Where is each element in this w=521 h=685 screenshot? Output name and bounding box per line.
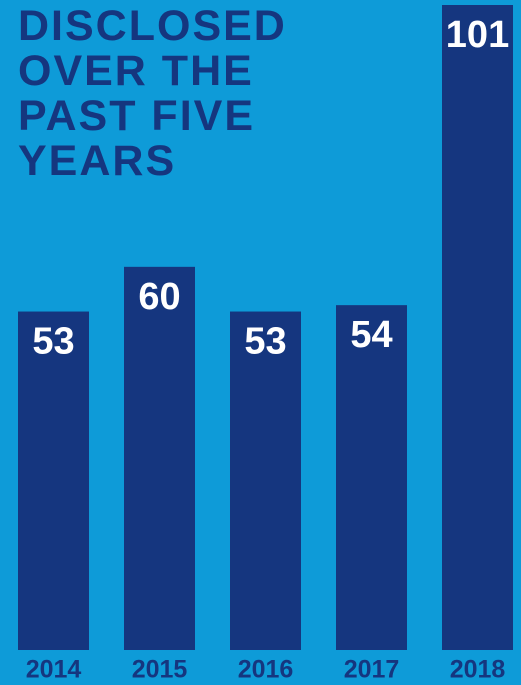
bar (442, 5, 513, 650)
bar (18, 311, 89, 650)
x-tick-label: 2017 (344, 656, 400, 684)
value-label: 54 (350, 314, 392, 356)
value-label: 60 (138, 276, 180, 318)
value-label: 53 (244, 321, 286, 363)
bar (124, 266, 195, 650)
value-label: 101 (446, 14, 509, 56)
x-tick-label: 2015 (132, 656, 188, 684)
bar (336, 305, 407, 650)
bar (230, 311, 301, 650)
x-tick-label: 2018 (450, 656, 506, 684)
x-tick-label: 2016 (238, 656, 294, 684)
value-label: 53 (32, 321, 74, 363)
chart-title: DISCLOSED OVER THE PAST FIVE YEARS (18, 2, 287, 185)
x-tick-label: 2014 (26, 656, 82, 684)
